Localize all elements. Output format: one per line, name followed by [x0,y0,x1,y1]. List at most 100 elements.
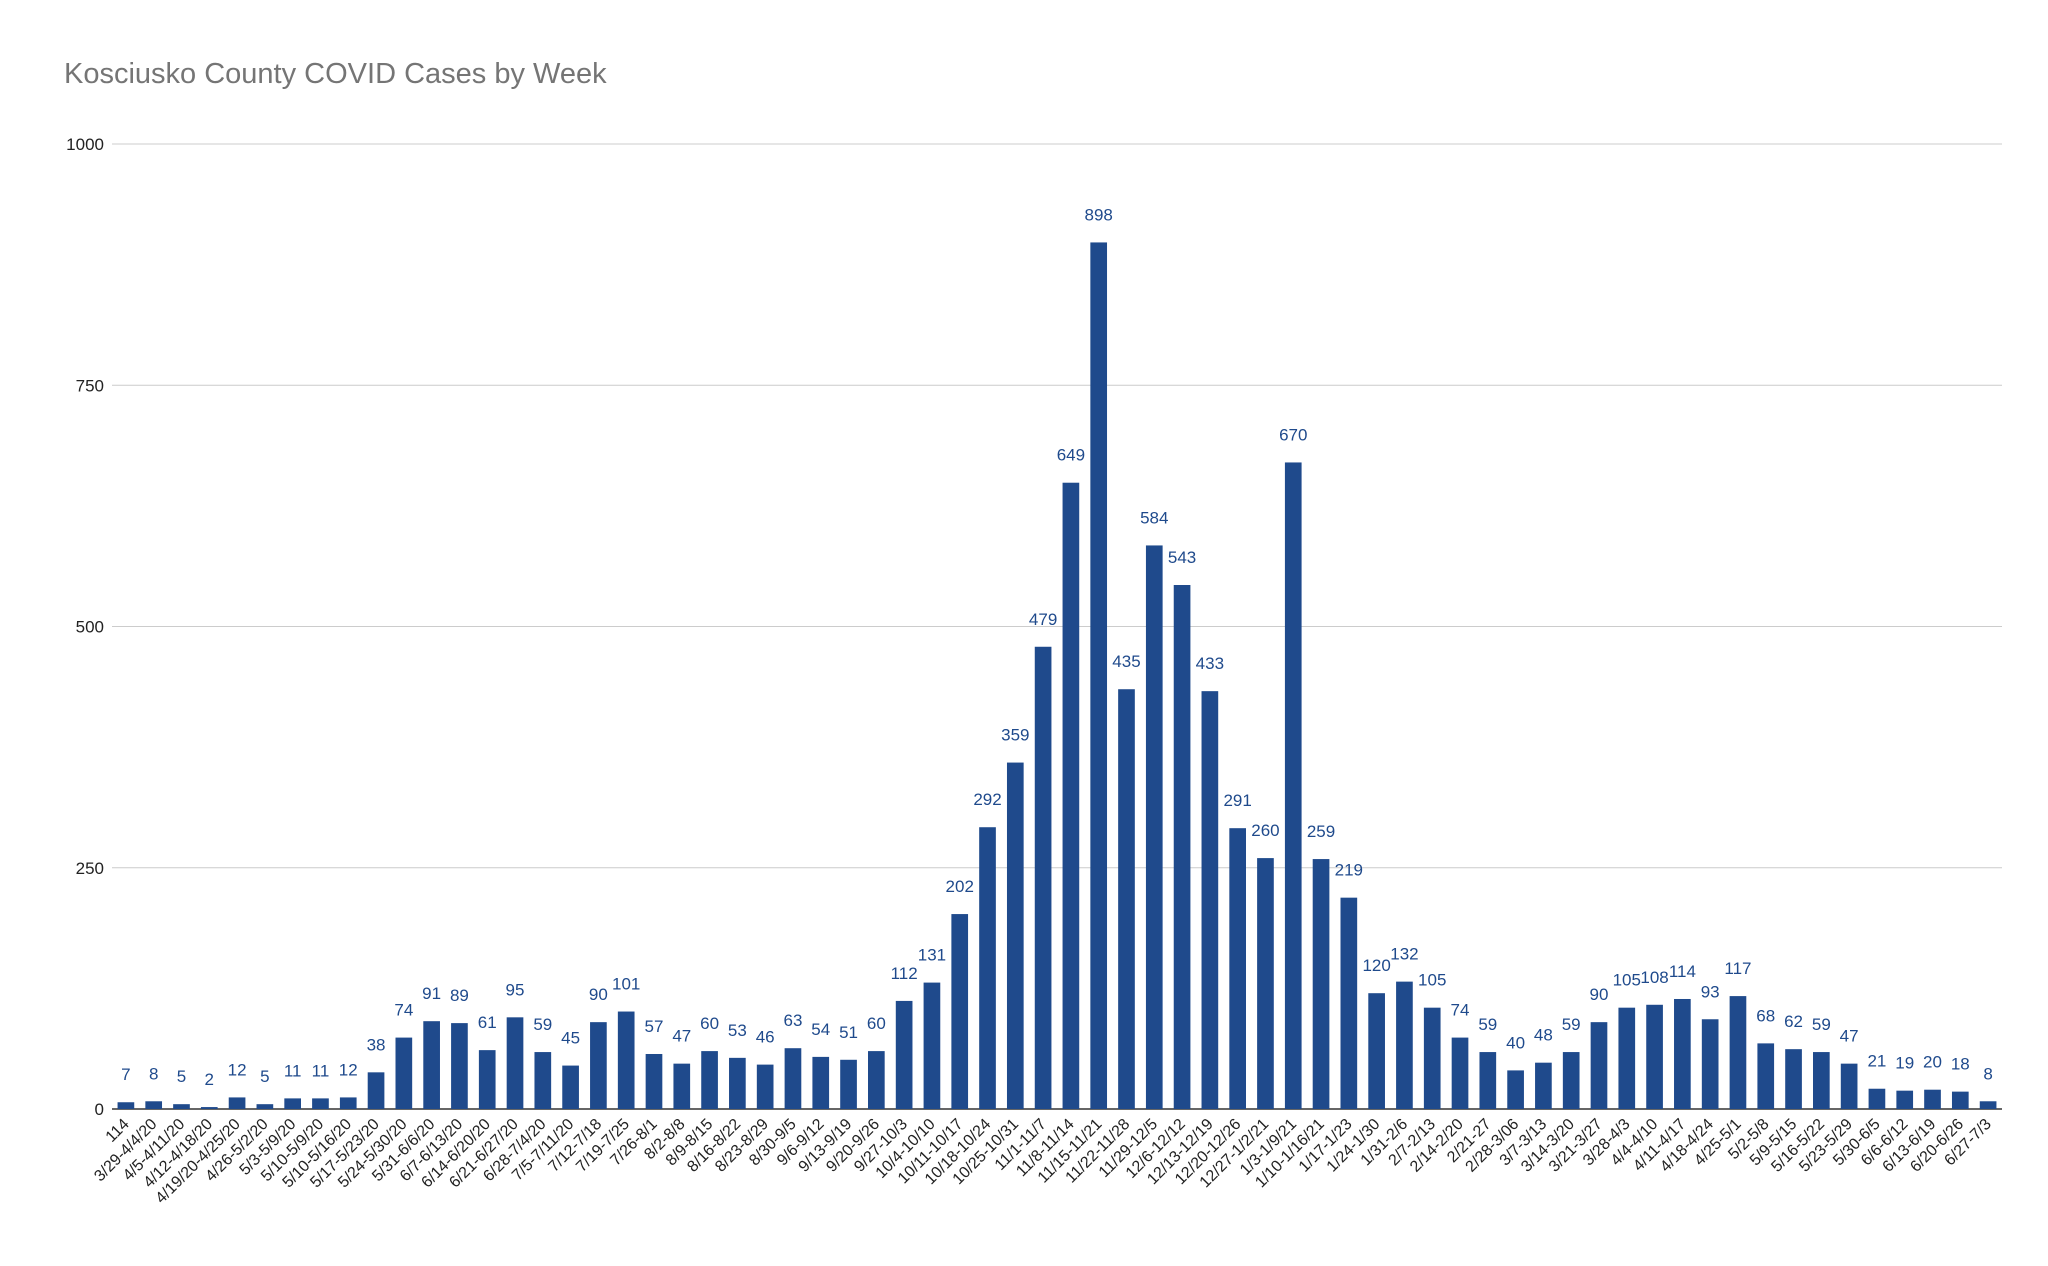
data-label: 292 [973,790,1001,809]
data-label: 47 [1840,1027,1859,1046]
bar [1757,1043,1775,1109]
bar [645,1053,663,1109]
data-label: 433 [1196,654,1224,673]
bar [1034,646,1052,1109]
data-label: 5 [260,1067,269,1086]
data-label: 68 [1756,1006,1775,1025]
data-label: 260 [1251,821,1279,840]
bar [1562,1052,1580,1109]
data-label: 18 [1951,1055,1970,1074]
bar [729,1057,746,1109]
y-tick-label: 750 [76,376,104,395]
bar [1646,1004,1663,1109]
data-label: 45 [561,1029,580,1048]
bar [784,1048,802,1109]
data-label: 93 [1701,982,1720,1001]
data-label: 59 [1478,1015,1497,1034]
bar [1896,1090,1914,1109]
data-label: 8 [149,1064,158,1083]
data-label: 5 [177,1067,186,1086]
bar [1229,828,1246,1109]
bar [1201,691,1219,1109]
bar [367,1072,385,1109]
bar [979,827,996,1109]
bar [1312,859,1330,1109]
bar [228,1097,246,1109]
bar [1924,1089,1941,1109]
bar [117,1102,135,1109]
data-label: 12 [339,1060,358,1079]
x-axis-tick-labels: 1143/29-4/4/204/5-4/11/204/12-4/18/204/1… [91,1116,1995,1207]
data-label: 649 [1057,446,1085,465]
bar [701,1051,718,1109]
bar [923,982,941,1109]
bar [1535,1062,1552,1109]
data-label: 20 [1923,1053,1942,1072]
data-label: 90 [1590,985,1609,1004]
data-label: 8 [1983,1064,1992,1083]
bar [1062,482,1080,1110]
bar [312,1098,329,1109]
data-label: 259 [1307,822,1335,841]
bar [145,1101,163,1109]
data-label: 74 [1451,1001,1470,1020]
bars [117,242,1997,1110]
bar [173,1104,190,1109]
bar [1257,858,1274,1109]
bar [1590,1022,1608,1109]
data-label: 291 [1223,791,1251,810]
bar [951,914,969,1109]
bar [1618,1007,1636,1109]
bar [673,1063,691,1109]
bar [256,1104,274,1109]
bar [451,1023,468,1109]
data-label: 40 [1506,1033,1525,1052]
data-label: 219 [1335,861,1363,880]
data-label: 60 [700,1014,719,1033]
bar [395,1037,413,1109]
bar [1813,1052,1830,1109]
data-label: 11 [284,1061,302,1080]
bar [812,1056,830,1109]
bar [1451,1037,1469,1109]
bar [534,1052,552,1109]
data-label: 74 [394,1001,413,1020]
bar [1701,1019,1719,1109]
data-label: 57 [645,1017,664,1036]
data-label: 7 [121,1065,130,1084]
data-label: 48 [1534,1026,1553,1045]
bar [284,1098,301,1109]
y-axis-tick-labels: 0 250 500 750 1000 [66,135,104,1119]
bar [868,1051,885,1109]
bar [339,1097,357,1109]
chart-title: Kosciusko County COVID Cases by Week [64,58,607,90]
data-label: 91 [422,984,441,1003]
data-label: 38 [367,1035,386,1054]
y-tick-label: 1000 [66,135,104,154]
data-label: 117 [1724,959,1751,978]
data-label: 108 [1640,968,1668,987]
bar [1479,1052,1497,1109]
y-tick-label: 500 [76,618,104,637]
bar [1423,1007,1441,1109]
bar [1979,1101,1997,1109]
y-tick-label: 250 [76,859,104,878]
bar [756,1064,774,1109]
data-label: 54 [811,1020,830,1039]
bar [1284,462,1302,1109]
bar [423,1021,440,1109]
data-label: 46 [756,1028,775,1047]
bar [1090,242,1108,1109]
data-label: 51 [839,1023,858,1042]
bar [617,1011,635,1109]
data-label: 898 [1085,205,1113,224]
data-label: 12 [228,1060,247,1079]
data-label: 90 [589,985,608,1004]
data-label: 120 [1362,956,1390,975]
data-label: 95 [506,980,525,999]
y-tick-label: 0 [95,1100,104,1119]
data-label: 59 [533,1015,552,1034]
bar [1368,993,1385,1109]
